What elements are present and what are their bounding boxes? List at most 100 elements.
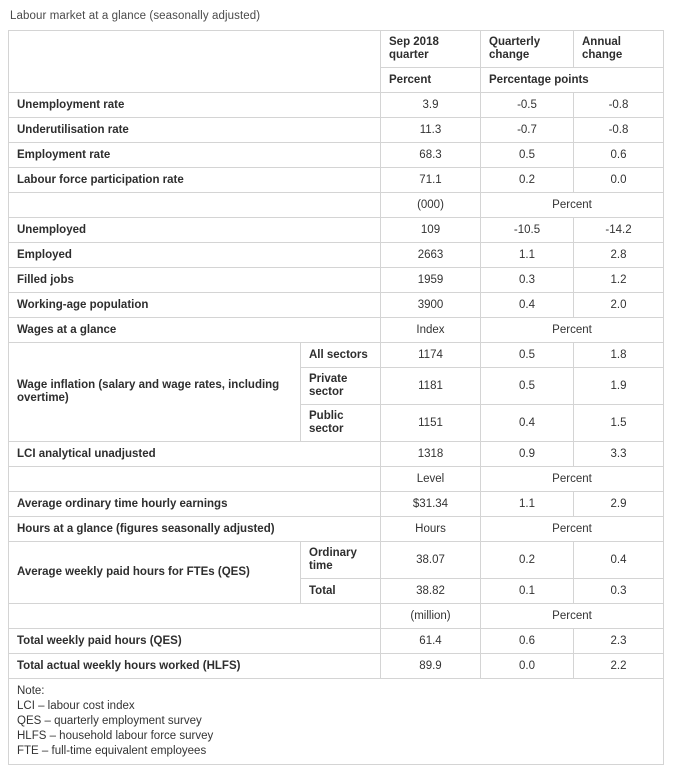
quarterly-change-cell: 0.5 — [480, 367, 574, 405]
annual-change-cell: 1.5 — [573, 404, 664, 442]
value-cell: $31.34 — [380, 491, 481, 517]
header-value-unit: Percent — [380, 67, 481, 93]
row-label: Total actual weekly hours worked (HLFS) — [8, 653, 381, 679]
row-label: LCI analytical unadjusted — [8, 441, 381, 467]
annual-change-cell: 0.4 — [573, 541, 664, 579]
annual-change-cell: 2.9 — [573, 491, 664, 517]
row-label: Filled jobs — [8, 267, 381, 293]
quarterly-change-cell: 0.4 — [480, 404, 574, 442]
quarterly-change-cell: 0.2 — [480, 167, 574, 193]
row-wage-inflation-all-sectors: Wage inflation (salary and wage rates, i… — [8, 342, 664, 442]
row-average-ordinary-time-hourly-earnings: Average ordinary time hourly earnings $3… — [8, 491, 664, 517]
quarterly-change-cell: 1.1 — [480, 242, 574, 268]
value-cell: 3.9 — [380, 92, 481, 118]
header-change-unit: Percentage points — [480, 67, 664, 93]
row-employment-rate: Employment rate 68.3 0.5 0.6 — [8, 142, 664, 168]
quarterly-change-cell: -0.7 — [480, 117, 574, 143]
unit-row-blank — [8, 192, 381, 218]
annual-change-cell: 0.3 — [573, 578, 664, 604]
value-cell: 71.1 — [380, 167, 481, 193]
row-filled-jobs: Filled jobs 1959 0.3 1.2 — [8, 267, 664, 293]
row-label: Unemployment rate — [8, 92, 381, 118]
row-label: Underutilisation rate — [8, 117, 381, 143]
annual-change-cell: -14.2 — [573, 217, 664, 243]
quarterly-change-cell: 0.4 — [480, 292, 574, 318]
row-label: Labour force participation rate — [8, 167, 381, 193]
row-employed: Employed 2663 1.1 2.8 — [8, 242, 664, 268]
note-cell: Note: LCI – labour cost index QES – quar… — [8, 678, 664, 765]
value-cell: 1959 — [380, 267, 481, 293]
row-label: Unemployed — [8, 217, 381, 243]
annual-change-cell: 0.6 — [573, 142, 664, 168]
change-unit-cell: Percent — [480, 603, 664, 629]
row-label: Working-age population — [8, 292, 381, 318]
value-cell: 38.07 — [380, 541, 481, 579]
quarterly-change-cell: 0.6 — [480, 628, 574, 654]
unit-row-million: (million) Percent — [8, 603, 664, 629]
unit-row-blank — [8, 466, 381, 492]
unit-row-blank — [8, 603, 381, 629]
header-row-2: Percent Percentage points — [9, 67, 664, 93]
sub-label: Public sector — [300, 404, 381, 442]
row-unemployed: Unemployed 109 -10.5 -14.2 — [8, 217, 664, 243]
sub-label: All sectors — [300, 342, 381, 368]
change-unit-cell: Percent — [480, 466, 664, 492]
value-unit-cell: Level — [380, 466, 481, 492]
value-unit-cell: Hours — [380, 516, 481, 542]
value-cell: 1181 — [380, 367, 481, 405]
header-quarterly-change: Quarterly change — [480, 30, 574, 68]
annual-change-cell: 2.3 — [573, 628, 664, 654]
quarterly-change-cell: 0.5 — [480, 342, 574, 368]
annual-change-cell: 3.3 — [573, 441, 664, 467]
row-label: Total weekly paid hours (QES) — [8, 628, 381, 654]
quarterly-change-cell: 0.3 — [480, 267, 574, 293]
annual-change-cell: 1.2 — [573, 267, 664, 293]
quarterly-change-cell: -0.5 — [480, 92, 574, 118]
row-wage-inflation-private-sector: Private sector 1181 0.5 1.9 — [9, 367, 664, 405]
header-annual-change: Annual change — [573, 30, 664, 68]
change-unit-cell: Percent — [480, 516, 664, 542]
value-cell: 1151 — [380, 404, 481, 442]
section-row-hours: Hours at a glance (figures seasonally ad… — [8, 516, 664, 542]
row-fte-hours-ordinary-time: Average weekly paid hours for FTEs (QES)… — [8, 541, 664, 604]
change-unit-cell: Percent — [480, 317, 664, 343]
row-label: Employed — [8, 242, 381, 268]
quarterly-change-cell: 0.2 — [480, 541, 574, 579]
section-row-wages: Wages at a glance Index Percent — [8, 317, 664, 343]
quarterly-change-cell: 0.0 — [480, 653, 574, 679]
note-heading: Note: — [17, 685, 45, 697]
value-cell: 109 — [380, 217, 481, 243]
header-blank-cell — [8, 30, 381, 93]
value-cell: 11.3 — [380, 117, 481, 143]
value-unit-cell: (million) — [380, 603, 481, 629]
section-label: Hours at a glance (figures seasonally ad… — [8, 516, 381, 542]
value-cell: 1318 — [380, 441, 481, 467]
row-labour-force-participation-rate: Labour force participation rate 71.1 0.2… — [8, 167, 664, 193]
annual-change-cell: 2.8 — [573, 242, 664, 268]
annual-change-cell: -0.8 — [573, 117, 664, 143]
row-underutilisation-rate: Underutilisation rate 11.3 -0.7 -0.8 — [8, 117, 664, 143]
note-line-hlfs: HLFS – household labour force survey — [17, 730, 214, 742]
note-line-lci: LCI – labour cost index — [17, 700, 135, 712]
note-line-qes: QES – quarterly employment survey — [17, 715, 202, 727]
value-cell: 2663 — [380, 242, 481, 268]
sub-label: Ordinary time — [300, 541, 381, 579]
section-label: Wages at a glance — [8, 317, 381, 343]
annual-change-cell: 1.9 — [573, 367, 664, 405]
note-line-fte: FTE – full-time equivalent employees — [17, 745, 207, 757]
annual-change-cell: 2.0 — [573, 292, 664, 318]
header-period: Sep 2018 quarter — [380, 30, 481, 68]
value-cell: 38.82 — [380, 578, 481, 604]
row-unemployment-rate: Unemployment rate 3.9 -0.5 -0.8 — [8, 92, 664, 118]
note-row: Note: LCI – labour cost index QES – quar… — [8, 678, 664, 765]
quarterly-change-cell: -10.5 — [480, 217, 574, 243]
row-lci-analytical-unadjusted: LCI analytical unadjusted 1318 0.9 3.3 — [8, 441, 664, 467]
annual-change-cell: -0.8 — [573, 92, 664, 118]
page-title: Labour market at a glance (seasonally ad… — [10, 10, 261, 22]
value-cell: 68.3 — [380, 142, 481, 168]
quarterly-change-cell: 0.1 — [480, 578, 574, 604]
change-unit-cell: Percent — [480, 192, 664, 218]
quarterly-change-cell: 0.9 — [480, 441, 574, 467]
value-cell: 3900 — [380, 292, 481, 318]
sub-label: Total — [300, 578, 381, 604]
